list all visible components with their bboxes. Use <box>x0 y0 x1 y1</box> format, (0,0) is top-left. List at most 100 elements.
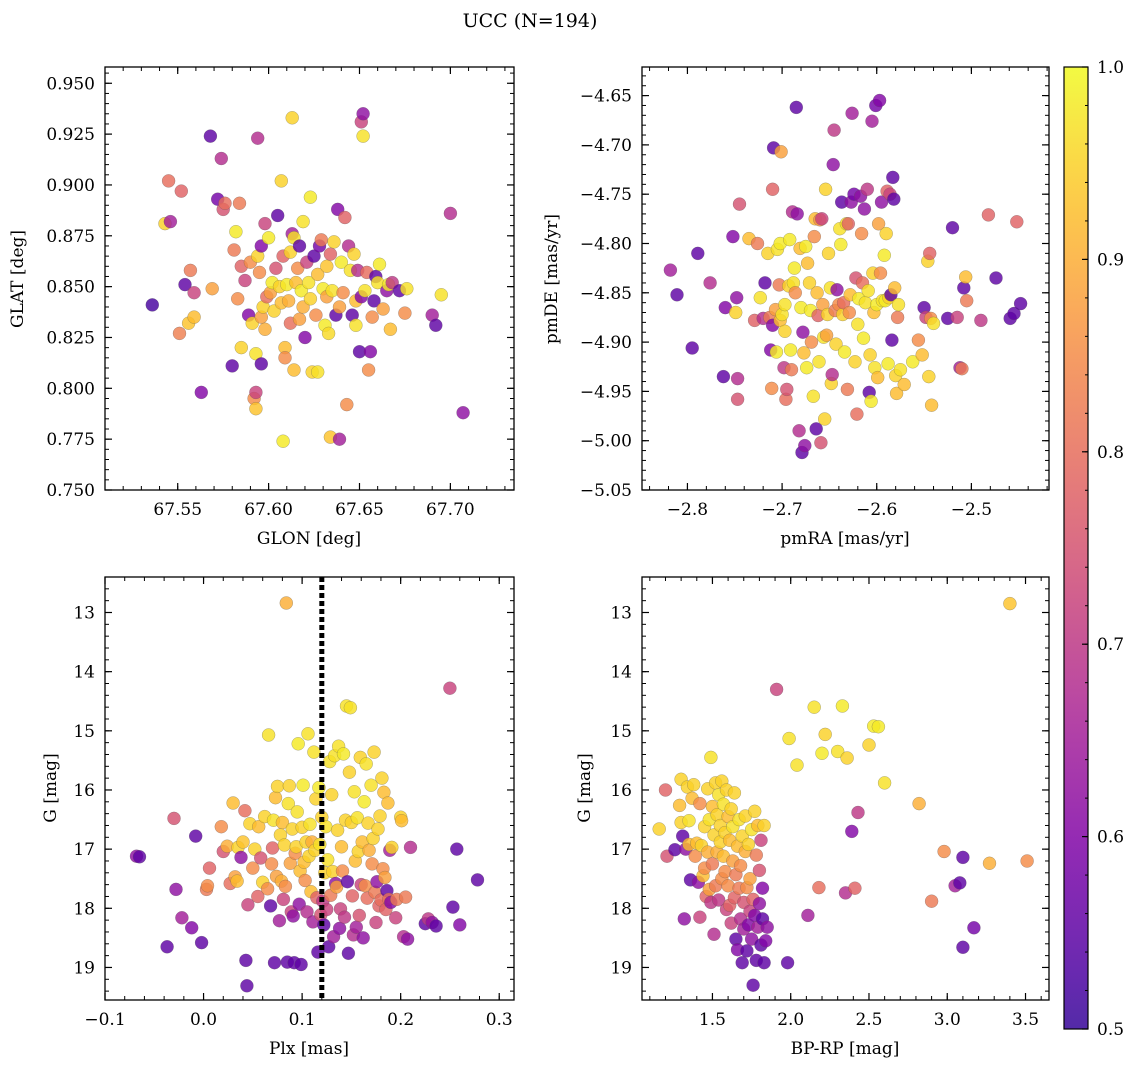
data-point-bottom-left <box>226 796 240 810</box>
data-point-top-right <box>826 157 840 172</box>
data-point-bottom-right <box>733 859 748 873</box>
data-point-bottom-right <box>862 738 876 752</box>
scatter-points-top-right <box>663 93 1028 460</box>
data-point-bottom-left <box>202 861 217 875</box>
data-point-top-right <box>730 371 745 386</box>
data-point-bottom-right <box>721 879 735 893</box>
data-point-bottom-left <box>375 771 389 785</box>
data-point-top-right <box>856 331 871 345</box>
data-point-top-right <box>924 398 939 412</box>
data-point-top-right <box>726 229 740 244</box>
data-point-bottom-right <box>956 940 970 954</box>
y-tick-label: −5.05 <box>580 481 632 501</box>
data-point-top-right <box>865 114 879 128</box>
data-point-top-left <box>276 434 290 448</box>
data-point-bottom-right <box>754 833 768 847</box>
data-point-bottom-left <box>340 875 355 889</box>
data-point-top-left <box>456 406 470 420</box>
colorbar-tick-label: 0.8 <box>1097 443 1124 463</box>
x-axis-label-top-right: pmRA [mas/yr] <box>780 529 909 549</box>
data-point-top-right <box>818 412 832 426</box>
data-point-top-right <box>888 281 902 295</box>
data-point-bottom-left <box>303 817 317 831</box>
data-point-top-left <box>303 292 318 306</box>
data-point-bottom-right <box>956 850 970 865</box>
data-point-bottom-left <box>290 805 304 819</box>
data-point-bottom-left <box>325 788 339 802</box>
data-point-bottom-right <box>658 783 673 797</box>
data-point-top-left <box>269 261 283 275</box>
data-point-top-right <box>730 291 744 305</box>
y-tick-label: 18 <box>73 899 95 919</box>
data-point-bottom-left <box>385 840 399 855</box>
data-point-bottom-right <box>759 934 773 948</box>
data-point-top-right <box>840 382 855 397</box>
x-tick-label: 2.0 <box>777 1010 804 1030</box>
data-point-bottom-right <box>672 798 687 813</box>
y-tick-label: 0.925 <box>46 125 95 145</box>
data-point-bottom-right <box>652 822 666 836</box>
data-point-bottom-left <box>301 727 315 741</box>
data-point-bottom-right <box>912 796 926 811</box>
data-point-top-left <box>163 214 178 229</box>
data-point-bottom-left <box>345 889 360 903</box>
data-point-bottom-right <box>741 837 756 852</box>
data-point-bottom-left <box>350 811 364 825</box>
data-point-top-left <box>400 282 414 296</box>
data-point-bottom-left <box>239 953 253 968</box>
data-point-top-right <box>974 313 988 328</box>
data-point-top-left <box>320 259 334 273</box>
data-point-bottom-left <box>312 780 326 795</box>
data-point-top-left <box>183 263 198 278</box>
data-point-top-right <box>799 239 813 254</box>
x-tick-label: 3.5 <box>1012 1010 1039 1030</box>
data-point-bottom-left <box>264 857 279 871</box>
data-point-top-right <box>845 106 859 121</box>
y-axis-label-bottom-right: G [mag] <box>575 753 595 822</box>
data-point-bottom-left <box>352 908 366 923</box>
axes-frame-top-right <box>641 66 1050 491</box>
axes-frame-top-left <box>104 66 515 491</box>
data-point-top-left <box>347 247 361 261</box>
data-point-top-right <box>837 345 852 359</box>
data-point-bottom-right <box>746 978 760 992</box>
data-point-bottom-left <box>403 840 418 855</box>
data-point-bottom-left <box>398 890 413 904</box>
data-point-top-left <box>340 397 354 412</box>
data-point-top-right <box>815 212 829 226</box>
data-point-bottom-left <box>300 905 314 919</box>
data-point-top-right <box>783 343 798 357</box>
data-point-bottom-left <box>169 882 183 897</box>
data-point-bottom-right <box>748 804 762 818</box>
data-point-bottom-right <box>790 758 804 772</box>
data-point-top-left <box>309 308 323 322</box>
data-point-top-right <box>854 226 869 241</box>
data-point-top-right <box>790 207 804 221</box>
data-point-top-left <box>218 196 232 211</box>
data-point-bottom-left <box>357 795 371 809</box>
data-point-bottom-left <box>373 809 387 823</box>
data-point-top-right <box>886 170 900 185</box>
y-tick-label: 16 <box>73 781 95 801</box>
data-point-top-left <box>252 265 267 280</box>
data-point-top-left <box>278 351 292 365</box>
data-point-top-right <box>923 246 937 261</box>
data-point-top-right <box>842 305 856 320</box>
y-tick-label: 13 <box>73 603 95 623</box>
scatter-points-top-left <box>145 107 470 448</box>
y-tick-label: 18 <box>610 899 632 919</box>
data-point-top-right <box>818 182 833 197</box>
data-point-top-left <box>178 277 192 292</box>
x-tick-label: 0.1 <box>289 1010 316 1030</box>
y-axis-label-top-right: pmDE [mas/yr] <box>542 214 562 344</box>
data-point-top-right <box>758 276 772 290</box>
data-point-bottom-left <box>252 820 266 834</box>
y-tick-label: −4.90 <box>580 333 632 353</box>
data-point-top-right <box>797 346 811 360</box>
y-tick-label: −4.70 <box>580 136 632 156</box>
data-point-top-right <box>663 263 678 277</box>
data-point-top-left <box>249 402 263 416</box>
x-tick-label: 0.0 <box>190 1010 217 1030</box>
data-point-bottom-right <box>705 857 720 871</box>
